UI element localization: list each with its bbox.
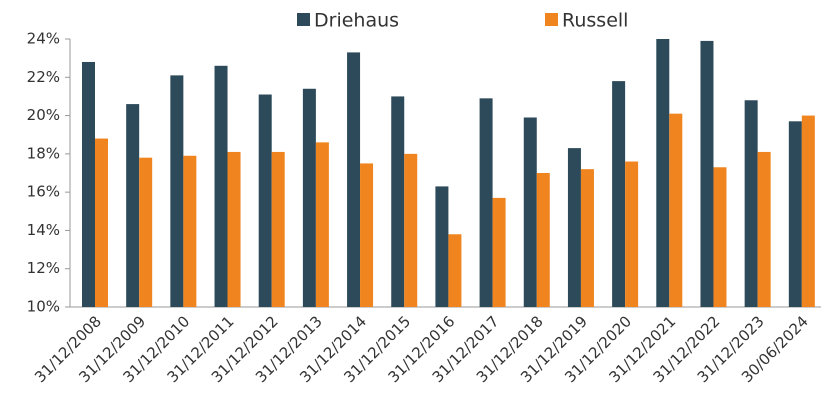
bar [801,115,815,307]
bar [625,161,639,307]
bar [523,117,537,307]
bar [315,142,329,307]
bar [258,94,272,307]
y-tick-label: 14% [27,221,60,239]
y-tick-label: 20% [27,106,60,124]
y-tick-label: 16% [27,183,60,201]
bar [214,65,228,307]
bar [580,169,594,307]
bar [492,197,506,307]
bar [126,104,140,307]
y-tick-label: 22% [27,68,60,86]
legend-label: Russell [562,10,628,32]
legend-swatch [297,13,310,26]
y-tick-label: 24% [27,30,60,48]
bar [612,81,626,307]
bar [227,151,241,307]
legend-label: Driehaus [314,10,399,32]
bar [656,39,670,307]
bar [183,155,197,307]
bar [448,234,462,307]
bar [757,151,771,307]
bar [713,167,727,307]
bar [669,113,683,308]
bar [302,88,316,308]
bar [404,153,418,307]
bar [271,151,285,307]
bar [536,173,550,307]
legend-swatch [545,13,558,26]
bar [479,98,493,307]
y-tick-label: 12% [27,259,60,277]
bar [788,121,802,307]
bar [435,186,449,307]
bar [95,138,108,307]
bar [170,75,184,307]
bar [360,163,374,307]
bar [82,61,95,307]
bar [700,40,714,308]
y-tick-label: 18% [27,144,60,162]
bar [139,157,153,307]
bar [347,52,361,308]
bar [567,148,581,307]
bar [744,100,758,307]
y-tick-label: 10% [27,298,60,316]
bar [391,96,405,307]
